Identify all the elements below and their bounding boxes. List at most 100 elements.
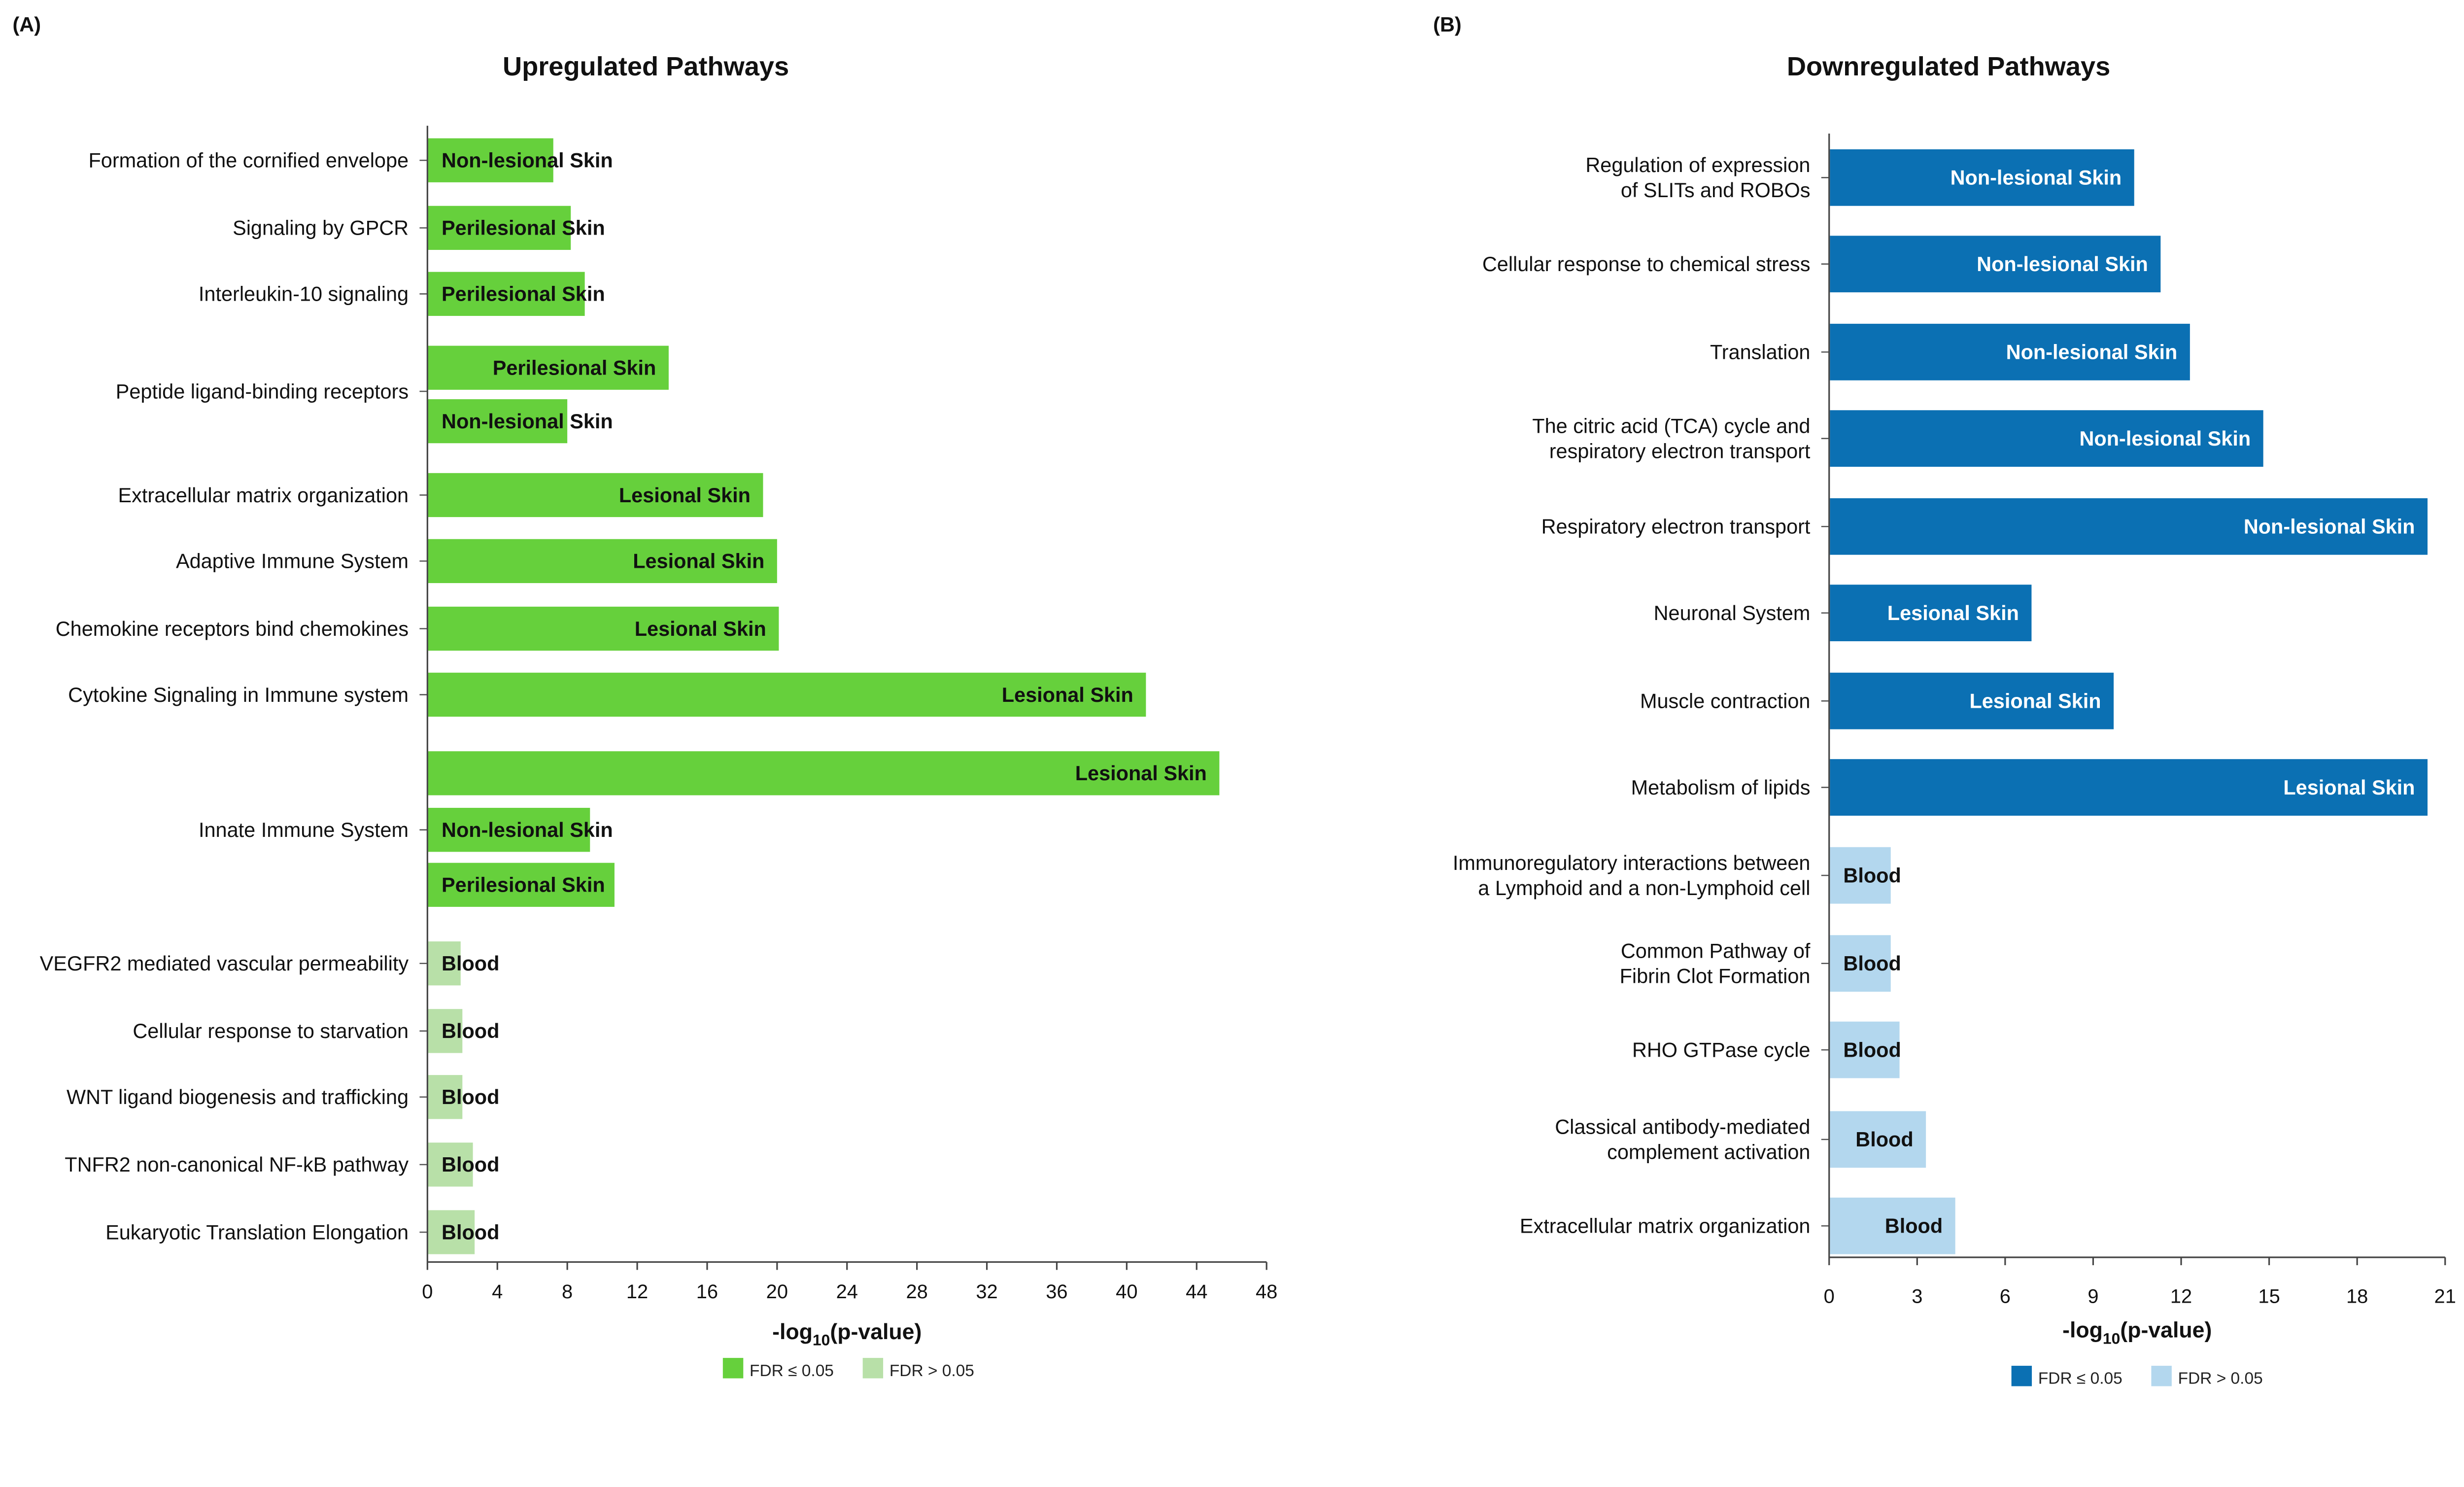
bar-label: Blood <box>442 952 499 975</box>
x-tick-label: 0 <box>422 1281 433 1303</box>
y-tick-label-line: Innate Immune System <box>199 818 409 841</box>
bar <box>428 1009 463 1053</box>
bar-label: Perilesional Skin <box>493 356 656 380</box>
x-tick-label: 0 <box>1824 1285 1835 1307</box>
bar <box>428 1142 473 1187</box>
legend-label: FDR ≤ 0.05 <box>750 1362 834 1380</box>
bar <box>1830 498 2428 555</box>
y-tick-label: Cellular response to chemical stress <box>1482 252 1811 276</box>
y-tick-label: VEGFR2 mediated vascular permeability <box>40 952 409 975</box>
legend-label: FDR > 0.05 <box>2178 1370 2263 1388</box>
y-tick-label: Respiratory electron transport <box>1541 515 1811 538</box>
x-tick-label: 15 <box>2258 1285 2280 1307</box>
bar <box>1830 1021 1900 1078</box>
y-tick-label-line: Respiratory electron transport <box>1541 515 1811 538</box>
x-tick-label: 28 <box>906 1281 927 1303</box>
bar-label: Non-lesional Skin <box>2079 427 2251 450</box>
bar <box>1830 1197 1955 1254</box>
y-tick-label: The citric acid (TCA) cycle and respirato… <box>1532 415 1811 463</box>
x-axis-label-sub: 10 <box>813 1331 830 1349</box>
legend-swatch <box>862 1358 884 1379</box>
x-tick-label: 3 <box>1912 1285 1922 1307</box>
y-tick-label: Innate Immune System <box>199 818 409 841</box>
y-tick-label-line: Extracellular matrix organization <box>1520 1214 1811 1238</box>
bar-label: Lesional Skin <box>1969 690 2101 713</box>
x-axis-label-main: -log <box>772 1320 813 1344</box>
x-axis-label: -log10(p-value) <box>2062 1318 2212 1348</box>
y-tick-label-line: complement activation <box>1607 1141 1810 1164</box>
x-axis-label-rest: (p-value) <box>830 1320 922 1344</box>
bar-label: Blood <box>1885 1214 1943 1238</box>
y-tick-label: Classical antibody-mediated complement ac… <box>1555 1115 1810 1164</box>
bar-label: Non-lesional Skin <box>1951 166 2122 189</box>
y-tick-label: Metabolism of lipids <box>1631 776 1811 799</box>
x-tick-label: 20 <box>766 1281 788 1303</box>
bar <box>428 272 585 316</box>
y-tick-label-line: Neuronal System <box>1654 601 1811 624</box>
x-tick-label: 32 <box>976 1281 997 1303</box>
y-tick-label-line: of SLITs and ROBOs <box>1621 178 1811 202</box>
bar <box>1830 847 1891 904</box>
x-tick-label: 12 <box>626 1281 648 1303</box>
bar <box>428 399 568 444</box>
x-tick-label: 8 <box>562 1281 573 1303</box>
y-tick-label: Muscle contraction <box>1640 690 1810 713</box>
bar <box>1830 410 2263 467</box>
bar-label: Lesional Skin <box>633 550 764 573</box>
y-tick-label-line: VEGFR2 mediated vascular permeability <box>40 952 409 975</box>
bar-label: Blood <box>1843 1038 1901 1061</box>
y-tick-label-line: Classical antibody-mediated <box>1555 1115 1810 1139</box>
y-tick-label-line: Metabolism of lipids <box>1631 776 1811 799</box>
bar <box>1830 1111 1926 1168</box>
bar-label: Non-lesional Skin <box>442 149 613 172</box>
figure: (A) Upregulated Pathways Formation of the … <box>13 13 2456 1388</box>
legend-swatch <box>2011 1366 2032 1386</box>
x-axis-label-main: -log <box>2062 1318 2103 1343</box>
bar-label: Non-lesional Skin <box>2006 341 2178 364</box>
bar <box>1830 149 2134 206</box>
y-tick-label: Extracellular matrix organization <box>118 484 409 507</box>
y-tick-label: Regulation of expression of SLITs and ROB… <box>1585 153 1810 202</box>
upregulated-chart: (A) Upregulated Pathways Formation of the … <box>13 13 1278 1380</box>
y-tick-label: Extracellular matrix organization <box>1520 1214 1811 1238</box>
bar-label: Lesional Skin <box>1887 601 2019 624</box>
bar-label: Non-lesional Skin <box>442 818 613 841</box>
bar <box>1830 236 2161 293</box>
bar <box>428 863 615 907</box>
bar-label: Non-lesional Skin <box>2244 515 2415 538</box>
y-tick-label-line: Interleukin-10 signaling <box>199 282 409 306</box>
bar-label: Blood <box>1843 864 1901 887</box>
y-tick-label-line: Cellular response to starvation <box>133 1019 409 1042</box>
x-tick-label: 4 <box>492 1281 503 1303</box>
y-tick-label: Translation <box>1710 341 1810 364</box>
y-tick-label-line: Fibrin Clot Formation <box>1620 965 1811 988</box>
legend-label: FDR > 0.05 <box>890 1362 974 1380</box>
bar <box>428 606 779 651</box>
x-tick-label: 16 <box>696 1281 718 1303</box>
bar-label: Perilesional Skin <box>442 873 605 897</box>
legend-label: FDR ≤ 0.05 <box>2038 1370 2122 1388</box>
bar <box>428 941 461 986</box>
bar <box>1830 759 2428 816</box>
legend-swatch <box>2151 1366 2172 1386</box>
bar <box>428 751 1220 795</box>
y-tick-label-line: respiratory electron transport <box>1549 440 1811 463</box>
bar <box>428 672 1146 717</box>
x-tick-label: 12 <box>2170 1285 2192 1307</box>
panel-label: (A) <box>13 13 41 36</box>
y-tick-label: Cellular response to starvation <box>133 1019 409 1042</box>
y-tick-label: Chemokine receptors bind chemokines <box>56 617 409 640</box>
x-tick-label: 24 <box>836 1281 858 1303</box>
bar-label: Lesional Skin <box>2283 776 2415 799</box>
bar <box>428 539 777 584</box>
x-axis-label-rest: (p-value) <box>2120 1318 2212 1343</box>
y-tick-label: Neuronal System <box>1654 601 1811 624</box>
y-tick-label-line: WNT ligand biogenesis and trafficking <box>67 1085 409 1108</box>
bar-label: Blood <box>442 1220 499 1244</box>
y-tick-label: Eukaryotic Translation Elongation <box>105 1220 409 1244</box>
bar-label: Perilesional Skin <box>442 282 605 306</box>
bar-label: Lesional Skin <box>619 484 751 507</box>
y-tick-label: Signaling by GPCR <box>233 216 409 240</box>
y-tick-label-line: RHO GTPase cycle <box>1632 1038 1811 1061</box>
bar-label: Blood <box>442 1085 499 1108</box>
